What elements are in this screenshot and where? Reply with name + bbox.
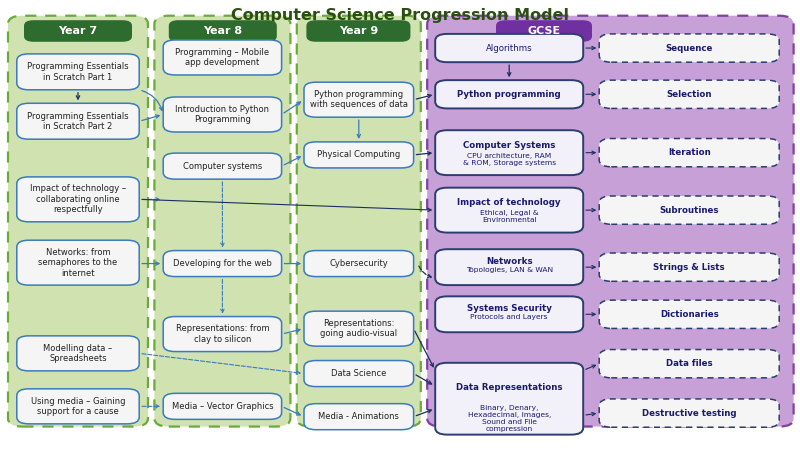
Text: Using media – Gaining
support for a cause: Using media – Gaining support for a caus… bbox=[30, 396, 126, 416]
FancyBboxPatch shape bbox=[304, 251, 414, 277]
FancyBboxPatch shape bbox=[435, 80, 583, 108]
FancyBboxPatch shape bbox=[163, 153, 282, 179]
FancyBboxPatch shape bbox=[599, 399, 779, 427]
Text: Subroutines: Subroutines bbox=[659, 206, 719, 215]
Text: Networks: from
semaphores to the
internet: Networks: from semaphores to the interne… bbox=[38, 248, 118, 277]
FancyBboxPatch shape bbox=[17, 103, 139, 139]
FancyBboxPatch shape bbox=[154, 16, 290, 427]
FancyBboxPatch shape bbox=[599, 300, 779, 329]
Text: Selection: Selection bbox=[666, 90, 712, 99]
Text: Python programming
with sequences of data: Python programming with sequences of dat… bbox=[310, 90, 408, 110]
FancyBboxPatch shape bbox=[163, 317, 282, 352]
FancyBboxPatch shape bbox=[599, 349, 779, 378]
Text: Strings & Lists: Strings & Lists bbox=[654, 263, 725, 272]
FancyBboxPatch shape bbox=[17, 54, 139, 90]
FancyBboxPatch shape bbox=[435, 296, 583, 332]
FancyBboxPatch shape bbox=[435, 188, 583, 233]
FancyBboxPatch shape bbox=[306, 20, 410, 42]
Text: Media - Animations: Media - Animations bbox=[318, 412, 399, 421]
Text: Sequence: Sequence bbox=[666, 44, 713, 53]
Text: Algorithms: Algorithms bbox=[486, 44, 533, 53]
Text: Binary, Denary,
Hexadecimal, Images,
Sound and File
compression: Binary, Denary, Hexadecimal, Images, Sou… bbox=[467, 405, 551, 432]
Text: Programming Essentials
in Scratch Part 1: Programming Essentials in Scratch Part 1 bbox=[27, 62, 129, 82]
FancyBboxPatch shape bbox=[599, 138, 779, 167]
FancyBboxPatch shape bbox=[163, 251, 282, 277]
Text: Impact of technology: Impact of technology bbox=[458, 198, 561, 207]
Text: Python programming: Python programming bbox=[458, 90, 561, 99]
Text: Systems Security: Systems Security bbox=[466, 304, 552, 313]
FancyBboxPatch shape bbox=[427, 16, 794, 427]
FancyBboxPatch shape bbox=[17, 240, 139, 285]
FancyBboxPatch shape bbox=[163, 393, 282, 419]
Text: Modelling data –
Spreadsheets: Modelling data – Spreadsheets bbox=[43, 343, 113, 363]
FancyBboxPatch shape bbox=[17, 336, 139, 371]
FancyBboxPatch shape bbox=[304, 142, 414, 168]
FancyBboxPatch shape bbox=[163, 97, 282, 132]
Text: Representations: from
clay to silicon: Representations: from clay to silicon bbox=[175, 324, 270, 344]
Text: Iteration: Iteration bbox=[668, 148, 710, 157]
FancyBboxPatch shape bbox=[8, 16, 148, 427]
Text: Representations:
going audio-visual: Representations: going audio-visual bbox=[320, 319, 398, 339]
Text: Physical Computing: Physical Computing bbox=[317, 150, 401, 159]
FancyBboxPatch shape bbox=[599, 34, 779, 62]
FancyBboxPatch shape bbox=[163, 40, 282, 75]
Text: Impact of technology –
collaborating online
respectfully: Impact of technology – collaborating onl… bbox=[30, 185, 126, 214]
FancyBboxPatch shape bbox=[304, 404, 414, 430]
Text: Programming – Mobile
app development: Programming – Mobile app development bbox=[175, 48, 270, 67]
Text: Data Science: Data Science bbox=[331, 369, 386, 378]
Text: Destructive testing: Destructive testing bbox=[642, 409, 737, 418]
Text: Introduction to Python
Programming: Introduction to Python Programming bbox=[175, 105, 270, 124]
Text: Networks: Networks bbox=[486, 257, 533, 266]
FancyBboxPatch shape bbox=[304, 82, 414, 117]
FancyBboxPatch shape bbox=[304, 361, 414, 387]
Text: Programming Essentials
in Scratch Part 2: Programming Essentials in Scratch Part 2 bbox=[27, 111, 129, 131]
FancyBboxPatch shape bbox=[435, 249, 583, 285]
Text: Developing for the web: Developing for the web bbox=[173, 259, 272, 268]
Text: CPU architecture, RAM
& ROM, Storage systems: CPU architecture, RAM & ROM, Storage sys… bbox=[462, 153, 556, 166]
Text: Cybersecurity: Cybersecurity bbox=[330, 259, 388, 268]
FancyBboxPatch shape bbox=[169, 20, 277, 42]
FancyBboxPatch shape bbox=[435, 130, 583, 175]
Text: Year 7: Year 7 bbox=[58, 26, 98, 36]
Text: GCSE: GCSE bbox=[527, 26, 561, 36]
FancyBboxPatch shape bbox=[304, 311, 414, 346]
Text: Dictionaries: Dictionaries bbox=[660, 310, 718, 319]
Text: Year 9: Year 9 bbox=[338, 26, 378, 36]
FancyBboxPatch shape bbox=[297, 16, 421, 427]
Text: Year 8: Year 8 bbox=[203, 26, 242, 36]
Text: Data files: Data files bbox=[666, 359, 713, 368]
Text: Ethical, Legal &
Environmental: Ethical, Legal & Environmental bbox=[480, 210, 538, 223]
Text: Protocols and Layers: Protocols and Layers bbox=[470, 314, 548, 320]
Text: Computer systems: Computer systems bbox=[182, 162, 262, 171]
FancyBboxPatch shape bbox=[435, 363, 583, 435]
FancyBboxPatch shape bbox=[599, 253, 779, 281]
FancyBboxPatch shape bbox=[435, 34, 583, 62]
FancyBboxPatch shape bbox=[17, 389, 139, 424]
Text: Topologies, LAN & WAN: Topologies, LAN & WAN bbox=[466, 267, 553, 273]
FancyBboxPatch shape bbox=[17, 177, 139, 222]
Text: Data Representations: Data Representations bbox=[456, 383, 562, 392]
Text: Media – Vector Graphics: Media – Vector Graphics bbox=[171, 402, 274, 411]
Text: Computer Systems: Computer Systems bbox=[463, 141, 555, 150]
Text: Computer Science Progression Model: Computer Science Progression Model bbox=[231, 8, 569, 22]
FancyBboxPatch shape bbox=[496, 20, 592, 42]
FancyBboxPatch shape bbox=[599, 196, 779, 224]
FancyBboxPatch shape bbox=[24, 20, 132, 42]
FancyBboxPatch shape bbox=[599, 80, 779, 108]
